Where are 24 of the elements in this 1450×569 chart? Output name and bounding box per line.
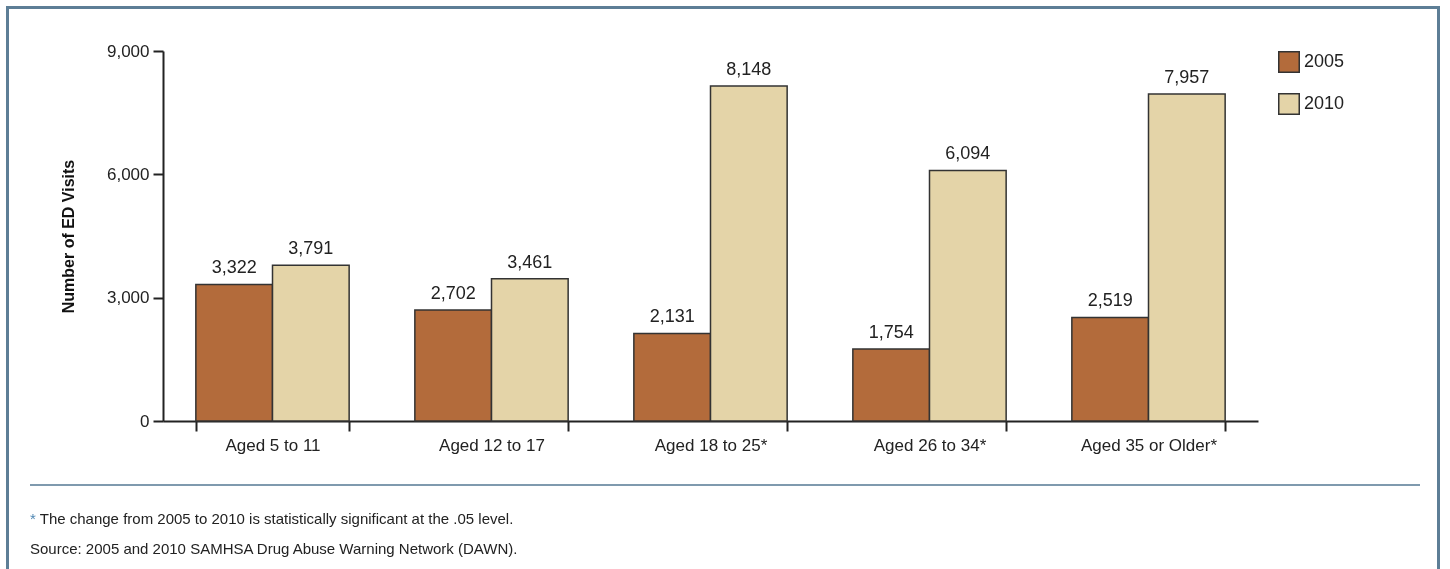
x-tick-label: Aged 18 to 25* bbox=[654, 435, 768, 455]
data-label: 1,754 bbox=[868, 321, 914, 342]
data-label: 6,094 bbox=[945, 143, 991, 164]
x-tick-label: Aged 26 to 34* bbox=[873, 435, 987, 455]
data-label: 2,131 bbox=[649, 306, 695, 327]
data-label: 3,791 bbox=[288, 238, 334, 259]
source-note: Source: 2005 and 2010 SAMHSA Drug Abuse Warning Network (DAWN). bbox=[30, 539, 518, 559]
x-tick-label: Aged 35 or Older* bbox=[1080, 435, 1218, 455]
data-label: 8,148 bbox=[726, 59, 772, 80]
y-tick-label: 3,000 bbox=[106, 288, 150, 308]
data-label: 3,322 bbox=[211, 257, 257, 278]
data-label: 2,702 bbox=[430, 282, 476, 303]
x-tick-label: Aged 5 to 11 bbox=[225, 435, 321, 455]
x-tick-label: Aged 12 to 17 bbox=[439, 435, 545, 455]
y-tick-label: 0 bbox=[140, 411, 150, 431]
text: * The change from 2005 to 2010 is statistically significant at the .05 level. bbox=[30, 509, 515, 529]
data-label: 7,957 bbox=[1164, 66, 1210, 87]
legend-label: 2010 bbox=[1304, 93, 1345, 113]
y-tick-label: 6,000 bbox=[106, 164, 150, 184]
data-label: 3,461 bbox=[507, 251, 553, 272]
y-axis-title: Number of ED Visits bbox=[59, 159, 77, 314]
data-label: 2,519 bbox=[1087, 290, 1133, 311]
legend-label: 2005 bbox=[1304, 51, 1345, 71]
y-tick-label: 9,000 bbox=[106, 41, 150, 61]
